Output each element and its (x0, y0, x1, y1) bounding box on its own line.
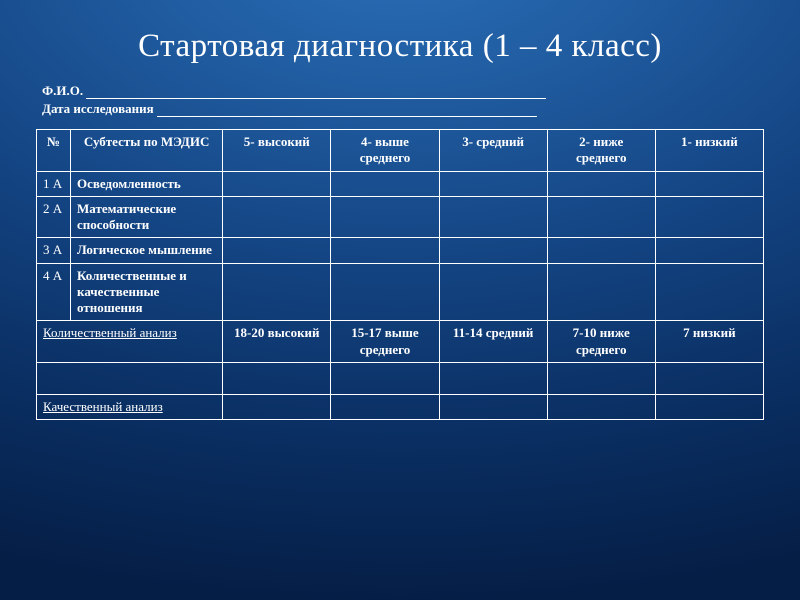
date-label: Дата исследования (42, 101, 154, 116)
cell-empty (331, 238, 439, 263)
fio-fill (86, 87, 546, 99)
col-level-4: 4- выше среднего (331, 130, 439, 172)
cell-empty (439, 263, 547, 321)
cell-empty (37, 362, 223, 394)
cell-empty (331, 362, 439, 394)
cell-empty (547, 362, 655, 394)
cell-empty (655, 196, 763, 238)
empty-row (37, 362, 764, 394)
cell-empty (439, 196, 547, 238)
cell-empty (223, 394, 331, 419)
meta-block: Ф.И.О. Дата исследования (36, 83, 764, 119)
col-level-2: 2- ниже среднего (547, 130, 655, 172)
qualitative-label: Качественный анализ (37, 394, 223, 419)
cell-empty (223, 362, 331, 394)
cell-empty (655, 394, 763, 419)
slide: Стартовая диагностика (1 – 4 класс) Ф.И.… (0, 0, 800, 600)
cell-empty (655, 238, 763, 263)
qualitative-row: Качественный анализ (37, 394, 764, 419)
diagnostics-table: № Субтесты по МЭДИС 5- высокий 4- выше с… (36, 129, 764, 420)
col-level-3: 3- средний (439, 130, 547, 172)
cell-empty (547, 238, 655, 263)
date-fill (157, 105, 537, 117)
quantitative-row: Количественный анализ 18-20 высокий 15-1… (37, 321, 764, 363)
cell-empty (223, 238, 331, 263)
score-cell: 7 низкий (655, 321, 763, 363)
cell-empty (655, 171, 763, 196)
row-num: 3 А (37, 238, 71, 263)
row-num: 4 А (37, 263, 71, 321)
col-num: № (37, 130, 71, 172)
table-row: 3 А Логическое мышление (37, 238, 764, 263)
cell-empty (547, 394, 655, 419)
col-level-1: 1- низкий (655, 130, 763, 172)
score-cell: 15-17 выше среднего (331, 321, 439, 363)
row-num: 1 А (37, 171, 71, 196)
row-subtest: Осведомленность (71, 171, 223, 196)
col-level-5: 5- высокий (223, 130, 331, 172)
cell-empty (223, 171, 331, 196)
cell-empty (547, 263, 655, 321)
score-cell: 7-10 ниже среднего (547, 321, 655, 363)
col-subtest: Субтесты по МЭДИС (71, 130, 223, 172)
date-line: Дата исследования (42, 101, 764, 117)
cell-empty (331, 394, 439, 419)
row-subtest: Логическое мышление (71, 238, 223, 263)
page-title: Стартовая диагностика (1 – 4 класс) (36, 28, 764, 65)
cell-empty (655, 362, 763, 394)
fio-line: Ф.И.О. (42, 83, 764, 99)
cell-empty (331, 171, 439, 196)
cell-empty (331, 263, 439, 321)
cell-empty (547, 171, 655, 196)
cell-empty (547, 196, 655, 238)
cell-empty (331, 196, 439, 238)
row-subtest: Количественные и качественные отношения (71, 263, 223, 321)
score-cell: 11-14 средний (439, 321, 547, 363)
cell-empty (655, 263, 763, 321)
cell-empty (439, 171, 547, 196)
cell-empty (439, 362, 547, 394)
fio-label: Ф.И.О. (42, 83, 83, 98)
cell-empty (223, 263, 331, 321)
cell-empty (223, 196, 331, 238)
quantitative-label: Количественный анализ (37, 321, 223, 363)
cell-empty (439, 394, 547, 419)
table-row: 1 А Осведомленность (37, 171, 764, 196)
score-cell: 18-20 высокий (223, 321, 331, 363)
table-header-row: № Субтесты по МЭДИС 5- высокий 4- выше с… (37, 130, 764, 172)
table-row: 4 А Количественные и качественные отноше… (37, 263, 764, 321)
row-subtest: Математические способности (71, 196, 223, 238)
cell-empty (439, 238, 547, 263)
table-row: 2 А Математические способности (37, 196, 764, 238)
row-num: 2 А (37, 196, 71, 238)
